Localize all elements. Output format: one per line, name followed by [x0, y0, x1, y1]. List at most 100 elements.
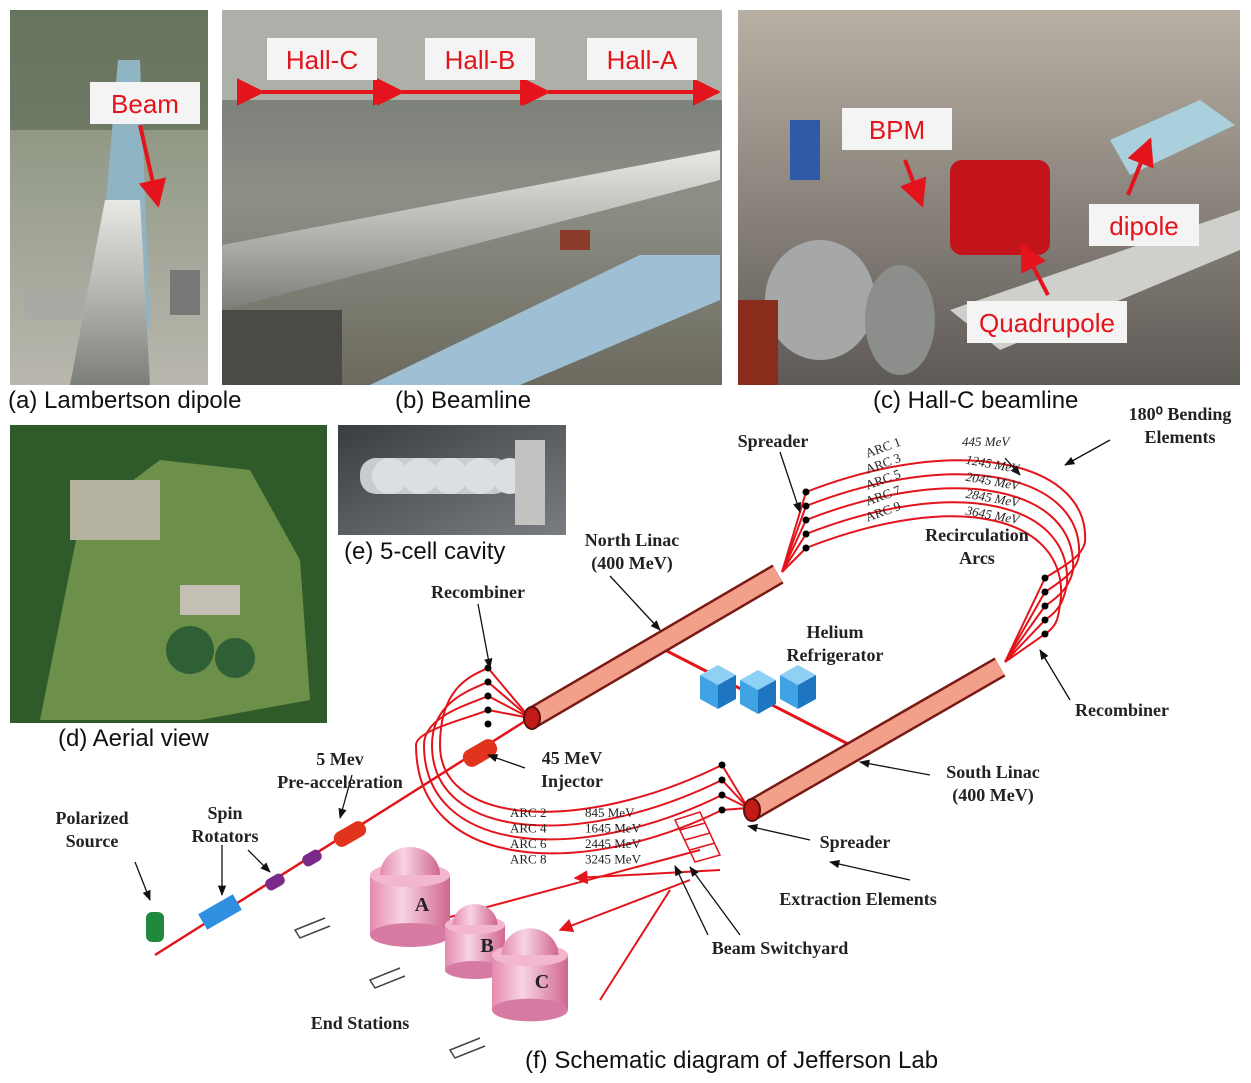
panel-caption: (e) 5-cell cavity [344, 538, 505, 565]
source [146, 912, 164, 942]
recombiner-dot [1041, 630, 1049, 638]
schematic-label: Helium [807, 622, 864, 642]
photo-arrows [138, 78, 1154, 296]
pointer [1004, 457, 1021, 476]
photo-e-part [462, 458, 498, 494]
recombiner-dot [484, 678, 492, 686]
pointer [689, 866, 741, 936]
injector [462, 739, 498, 767]
schematic-label: Extraction Elements [779, 889, 936, 909]
arc-name: ARC 4 [510, 821, 547, 836]
photo-e-part [402, 458, 438, 494]
panel-caption: (a) Lambertson dipole [8, 387, 241, 414]
photo-b-part [222, 310, 342, 385]
recombiner-dot [1041, 616, 1049, 624]
schematic-label: (400 MeV) [591, 553, 672, 574]
photo-tag: Beam [111, 89, 179, 119]
photo-d-part [215, 638, 255, 678]
pointer [487, 754, 526, 769]
tag-box [267, 38, 377, 80]
hall-base [445, 961, 505, 979]
pointer [134, 861, 151, 901]
tag-box [587, 38, 697, 80]
schematic-label: Source [66, 831, 119, 851]
upper-arc [781, 459, 1087, 663]
photo-a [10, 10, 208, 385]
hall-base [492, 998, 568, 1022]
upper-arc [781, 487, 1075, 663]
photo-c-part [790, 120, 820, 180]
spin-rotator [198, 894, 242, 930]
photo-c-part [738, 300, 778, 385]
linac [747, 659, 1005, 818]
schematic-label: Recombiner [431, 582, 525, 602]
photo-c-part [765, 240, 875, 360]
cube-right [798, 675, 816, 709]
spreader-dot [718, 806, 726, 814]
photo-a-part [170, 270, 200, 315]
lower-arc [414, 708, 749, 855]
schematic-label: Spreader [738, 431, 809, 451]
schematic-label: Recirculation [925, 525, 1029, 545]
photo-d [10, 425, 327, 723]
tag-box [967, 301, 1127, 343]
spreader-dot [802, 530, 810, 538]
schematic-label: North Linac [585, 530, 680, 550]
spreader-dot [718, 791, 726, 799]
schematic-label: Recombiner [1075, 700, 1169, 720]
beam-dump [293, 917, 331, 939]
photo-b-part [222, 150, 720, 310]
photo-arrows-part [1126, 137, 1154, 196]
photo-e-part [372, 458, 408, 494]
photo-e-part [432, 458, 468, 494]
linac-end [523, 706, 541, 730]
pre-accelerator [333, 821, 367, 847]
spreader-dot [802, 488, 810, 496]
photo-tag: Quadrupole [979, 308, 1115, 338]
pointer [858, 759, 931, 776]
arc-energy: 1645 MeV [585, 821, 642, 836]
lower-arc [422, 694, 749, 841]
beam-dump [368, 967, 406, 989]
lower-arc [430, 680, 749, 827]
schematic-label: (400 MeV) [952, 785, 1033, 806]
tag-box [90, 82, 200, 124]
photo-c-part [865, 265, 935, 375]
schematic-label: Arcs [959, 548, 995, 568]
photo-a-part [70, 200, 150, 385]
photo-b-part [370, 255, 720, 385]
photo-b-part [560, 230, 590, 250]
photo-tag: Hall-A [607, 45, 678, 75]
hall-label: C [535, 971, 549, 993]
arc-energy: 445 MeV [962, 434, 1011, 449]
schematic-label: Spreader [820, 832, 891, 852]
recombiner-dot [484, 692, 492, 700]
hall-dome [452, 904, 498, 925]
pointer [247, 849, 271, 873]
tag-box [425, 38, 535, 80]
schematic-label: Injector [541, 771, 603, 791]
pointer [609, 575, 661, 631]
arc-name: ARC 6 [510, 836, 547, 851]
photo-tag: Hall-B [445, 45, 516, 75]
pointer [674, 865, 709, 936]
hall-dome [380, 847, 440, 875]
photo-tag: Hall-C [286, 45, 358, 75]
spreader-dot [802, 516, 810, 524]
recombiner-dot [1041, 602, 1049, 610]
photo-d-part [70, 480, 160, 540]
pointer [477, 603, 493, 670]
schematic-label: Spin [207, 803, 242, 823]
extraction-line [599, 889, 671, 1001]
photo-tag: BPM [869, 115, 925, 145]
pointer [746, 824, 811, 841]
schematic-label: Refrigerator [787, 645, 884, 665]
switchyard [673, 811, 722, 863]
linac [527, 566, 783, 726]
spreader-dot [718, 761, 726, 769]
tag-box [1089, 204, 1199, 246]
linac-end [743, 798, 761, 822]
panel-caption: (d) Aerial view [58, 725, 209, 752]
recombiner-dot [1041, 588, 1049, 596]
upper-arc [781, 515, 1063, 663]
